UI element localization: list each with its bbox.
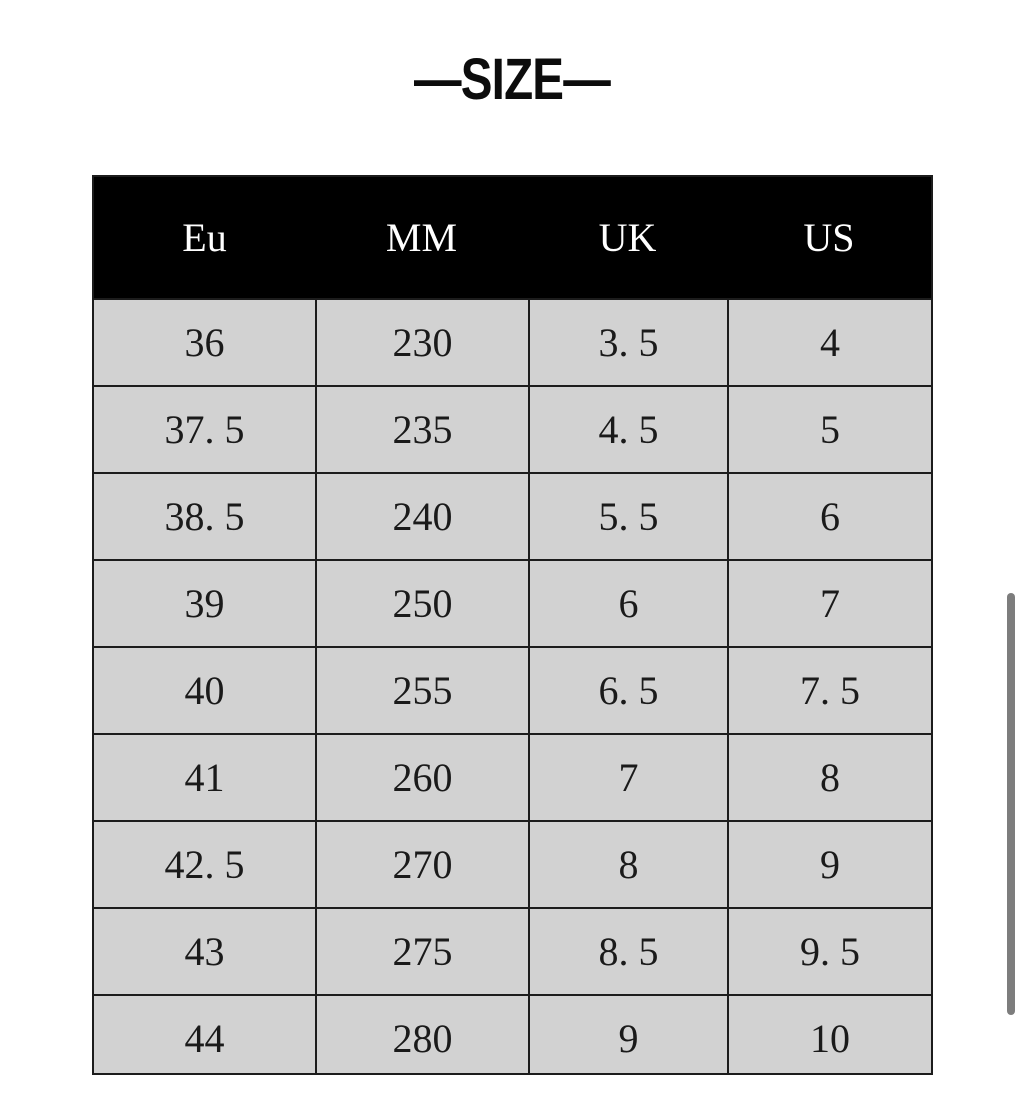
table-cell-uk: 5. 5 xyxy=(528,474,727,559)
table-cell-mm: 255 xyxy=(315,648,528,733)
table-cell-eu: 43 xyxy=(184,929,225,974)
table-cell-mm: 250 xyxy=(315,561,528,646)
table-row: 44 280 9 10 xyxy=(94,994,931,1073)
table-cell-uk: 7 xyxy=(528,735,727,820)
table-cell-us: 7 xyxy=(727,561,931,646)
table-cell-us: 10 xyxy=(727,996,931,1073)
vertical-scrollbar-thumb[interactable] xyxy=(1007,593,1015,1015)
column-header-eu: Eu xyxy=(182,215,227,260)
table-row: 39 250 6 7 xyxy=(94,559,931,646)
table-body: 36 230 3. 5 4 37. 5 235 4. 5 5 38. 5 240… xyxy=(94,298,931,1073)
table-cell-mm: 280 xyxy=(315,996,528,1073)
table-row: 41 260 7 8 xyxy=(94,733,931,820)
table-row: 43 275 8. 5 9. 5 xyxy=(94,907,931,994)
table-cell-us: 5 xyxy=(727,387,931,472)
table-cell-uk: 8. 5 xyxy=(528,909,727,994)
column-header-mm: MM xyxy=(385,215,458,260)
table-row: 37. 5 235 4. 5 5 xyxy=(94,385,931,472)
table-row: 40 255 6. 5 7. 5 xyxy=(94,646,931,733)
table-row: 36 230 3. 5 4 xyxy=(94,298,931,385)
table-cell-us: 8 xyxy=(727,735,931,820)
table-cell-uk: 4. 5 xyxy=(528,387,727,472)
table-cell-us: 6 xyxy=(727,474,931,559)
table-cell-uk: 3. 5 xyxy=(528,300,727,385)
table-cell-mm: 270 xyxy=(315,822,528,907)
table-cell-eu: 36 xyxy=(184,320,225,365)
size-chart-table: Eu MM UK US 36 230 3. 5 4 37. 5 235 4. 5… xyxy=(92,175,933,1075)
table-cell-eu: 38. 5 xyxy=(164,494,245,539)
table-cell-eu: 42. 5 xyxy=(164,842,245,887)
table-cell-us: 9. 5 xyxy=(727,909,931,994)
table-cell-mm: 240 xyxy=(315,474,528,559)
table-cell-mm: 230 xyxy=(315,300,528,385)
table-cell-us: 9 xyxy=(727,822,931,907)
table-cell-eu: 37. 5 xyxy=(164,407,245,452)
table-cell-uk: 9 xyxy=(528,996,727,1073)
table-cell-uk: 8 xyxy=(528,822,727,907)
table-header-row: Eu MM UK US xyxy=(94,177,931,298)
table-cell-mm: 275 xyxy=(315,909,528,994)
table-cell-us: 7. 5 xyxy=(727,648,931,733)
table-cell-uk: 6 xyxy=(528,561,727,646)
column-header-us: US xyxy=(803,215,855,260)
table-cell-eu: 40 xyxy=(184,668,225,713)
table-row: 42. 5 270 8 9 xyxy=(94,820,931,907)
table-cell-us: 4 xyxy=(727,300,931,385)
column-header-uk: UK xyxy=(598,215,657,260)
table-cell-eu: 44 xyxy=(184,1016,225,1061)
table-cell-mm: 260 xyxy=(315,735,528,820)
table-cell-mm: 235 xyxy=(315,387,528,472)
table-row: 38. 5 240 5. 5 6 xyxy=(94,472,931,559)
table-cell-eu: 39 xyxy=(184,581,225,626)
table-cell-uk: 6. 5 xyxy=(528,648,727,733)
size-section-title: —SIZE— xyxy=(414,47,611,112)
table-cell-eu: 41 xyxy=(184,755,225,800)
